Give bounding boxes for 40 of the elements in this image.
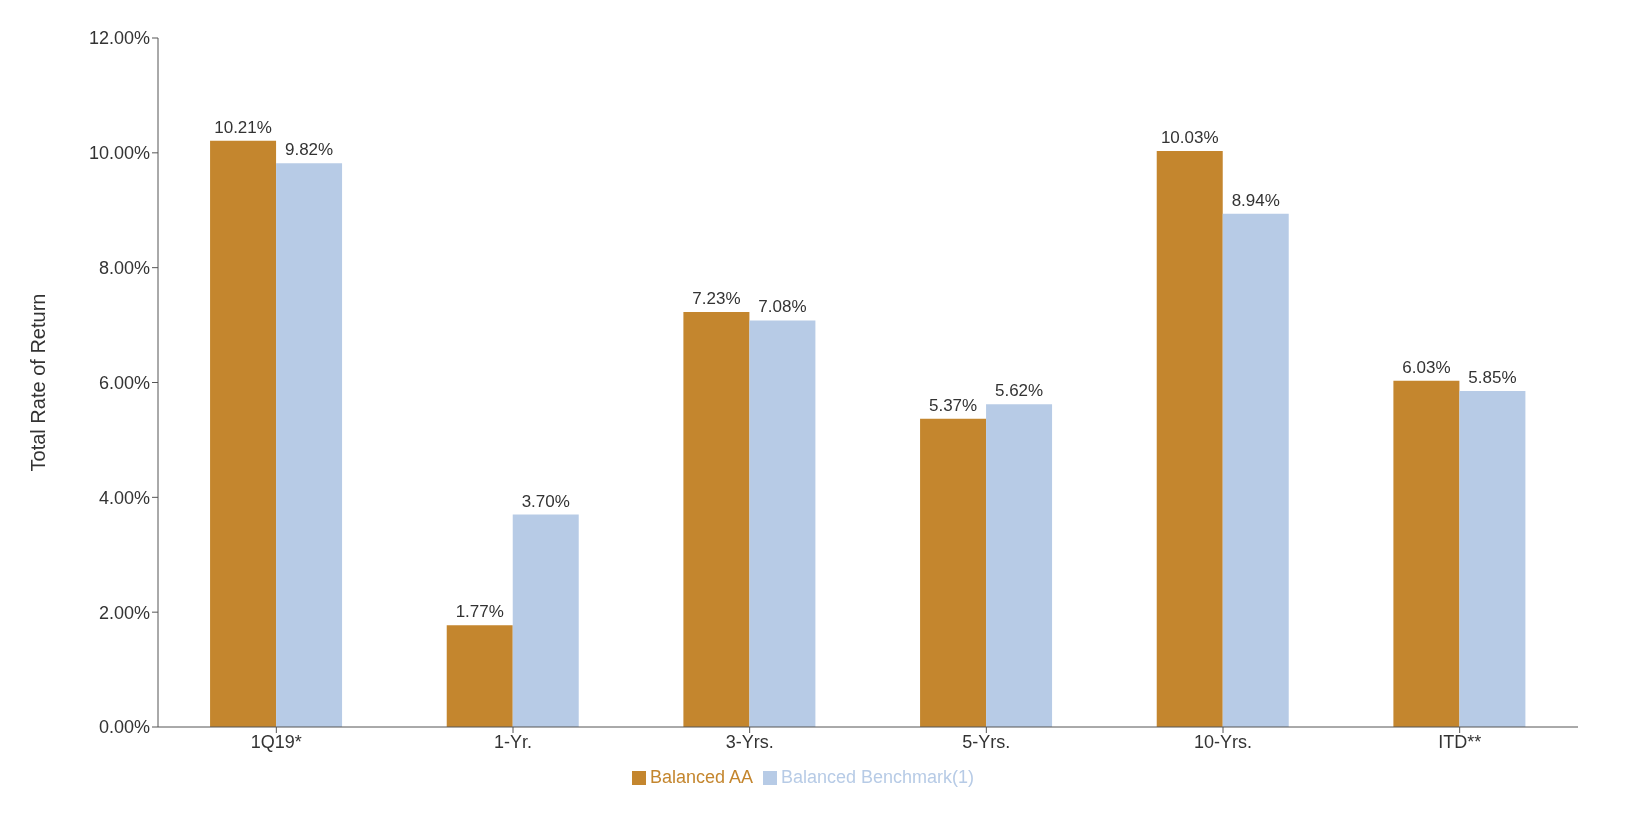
y-tick-label: 10.00% — [88, 143, 150, 164]
data-label: 7.23% — [692, 288, 741, 308]
bar — [512, 514, 579, 727]
data-label: 10.03% — [1160, 128, 1219, 148]
bar — [276, 163, 343, 727]
x-tick-label: 1Q19* — [250, 731, 302, 752]
x-tick-label: 5-Yrs. — [962, 731, 1011, 752]
bar — [749, 320, 816, 727]
y-axis-title: Total Rate of Return — [27, 293, 50, 472]
bar — [446, 625, 513, 727]
data-label: 7.08% — [758, 297, 807, 317]
y-tick-label: 0.00% — [98, 717, 150, 738]
data-label: 5.37% — [928, 395, 978, 415]
data-label: 5.62% — [994, 381, 1044, 401]
data-label: 10.21% — [214, 117, 272, 137]
bar — [1222, 213, 1289, 727]
data-label: 8.94% — [1231, 190, 1280, 210]
y-tick-label: 8.00% — [98, 258, 150, 279]
bar — [920, 418, 987, 727]
data-label: 5.85% — [1468, 368, 1517, 388]
bar — [1393, 380, 1460, 727]
y-tick-label: 2.00% — [98, 602, 150, 623]
y-tick-label: 4.00% — [98, 487, 150, 508]
bar — [1459, 391, 1526, 727]
y-tick-label: 12.00% — [88, 28, 150, 49]
data-label: 3.70% — [521, 491, 570, 511]
bar — [683, 311, 750, 727]
x-tick-label: 1-Yr. — [493, 731, 533, 752]
data-label: 9.82% — [284, 140, 334, 160]
data-label: 6.03% — [1402, 357, 1451, 377]
x-tick-label: 10-Yrs. — [1193, 731, 1253, 752]
data-label: 1.77% — [455, 602, 504, 622]
y-tick-label: 6.00% — [98, 372, 150, 393]
bar — [1156, 151, 1223, 727]
x-tick-label: ITD** — [1438, 731, 1482, 752]
x-tick-label: 3-Yrs. — [725, 731, 774, 752]
legend-label: Balanced AA — [649, 767, 753, 787]
bar — [986, 404, 1053, 727]
bar — [210, 140, 277, 727]
legend-label: Balanced Benchmark(1) — [780, 767, 975, 787]
